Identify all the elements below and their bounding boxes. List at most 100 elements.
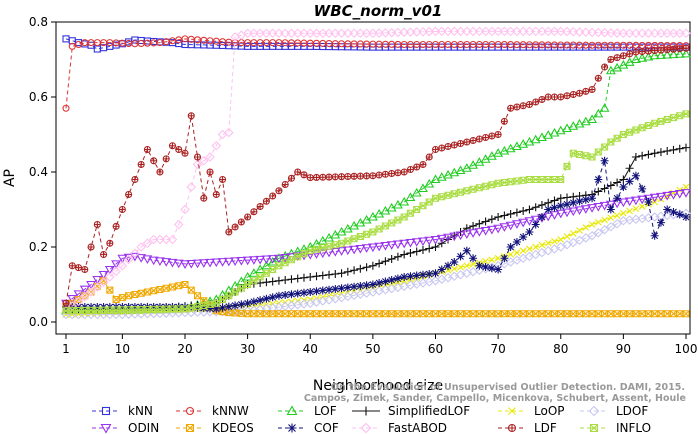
data-point — [518, 218, 529, 228]
data-point — [505, 26, 516, 37]
data-point — [537, 201, 546, 209]
data-point — [482, 134, 490, 141]
data-point — [413, 205, 421, 214]
legend-item-kdeos: KDEOS — [176, 421, 254, 434]
data-point — [400, 273, 409, 281]
data-point — [299, 28, 309, 39]
data-point — [230, 257, 241, 266]
data-point — [317, 28, 328, 39]
data-point — [224, 127, 234, 138]
data-point — [394, 169, 402, 177]
data-point — [306, 288, 315, 296]
data-point — [531, 203, 540, 212]
data-point — [549, 211, 560, 220]
data-point — [262, 294, 271, 303]
data-point — [462, 246, 471, 255]
data-point — [507, 251, 515, 258]
data-point — [668, 49, 679, 59]
data-point — [550, 93, 559, 101]
data-point — [550, 175, 559, 184]
data-point — [524, 217, 535, 226]
data-point — [499, 145, 510, 155]
data-point — [161, 234, 171, 245]
data-point — [206, 168, 214, 176]
data-point — [306, 174, 314, 182]
data-point — [319, 244, 327, 252]
data-point — [256, 273, 264, 281]
data-point — [507, 104, 515, 112]
data-point — [92, 282, 103, 292]
data-point — [656, 28, 666, 39]
data-point — [519, 102, 527, 110]
data-point — [74, 264, 83, 272]
data-point — [193, 153, 202, 161]
data-point — [344, 173, 352, 180]
data-point — [104, 265, 115, 275]
data-point — [112, 295, 120, 304]
data-point — [406, 249, 415, 257]
data-point — [361, 244, 372, 253]
series-ldf — [62, 44, 690, 307]
data-point — [601, 63, 609, 71]
data-point — [174, 303, 183, 311]
data-point — [619, 52, 627, 60]
data-point — [150, 157, 158, 165]
data-point — [137, 289, 145, 297]
data-point — [325, 173, 333, 181]
data-point — [244, 280, 252, 289]
data-point — [275, 262, 283, 270]
data-point — [656, 148, 665, 157]
data-point — [443, 26, 453, 37]
data-point — [430, 26, 441, 37]
data-point — [449, 26, 460, 37]
data-point — [125, 191, 133, 198]
data-point — [625, 164, 634, 173]
data-point — [74, 303, 83, 311]
data-point — [350, 172, 358, 180]
data-point — [162, 155, 170, 163]
data-point — [343, 267, 352, 276]
data-point — [662, 49, 673, 59]
data-point — [525, 205, 534, 214]
data-point — [524, 26, 535, 37]
credit-line-1: On the Evaluation of Unsupervised Outlie… — [331, 382, 685, 393]
data-point — [225, 228, 233, 236]
data-point — [493, 26, 503, 37]
data-point — [599, 224, 610, 235]
data-point — [299, 288, 308, 297]
data-point — [318, 271, 327, 280]
data-point — [630, 196, 641, 206]
data-point — [624, 57, 635, 66]
data-point — [613, 134, 621, 142]
data-point — [644, 47, 652, 55]
data-point — [525, 101, 533, 108]
data-point — [73, 296, 84, 307]
legend-item-knn: kNN — [92, 404, 153, 418]
data-point — [575, 89, 584, 97]
data-point — [137, 161, 145, 168]
data-point — [187, 304, 195, 312]
data-point — [192, 159, 203, 170]
data-point — [249, 28, 259, 39]
data-point — [424, 236, 435, 246]
data-point — [280, 253, 291, 263]
data-point — [117, 254, 128, 264]
data-point — [582, 224, 590, 231]
data-point — [150, 287, 158, 295]
data-point — [430, 235, 441, 245]
data-point — [619, 209, 627, 217]
data-point — [562, 26, 572, 37]
data-point — [330, 247, 341, 257]
data-point — [649, 50, 660, 60]
data-point — [105, 272, 115, 282]
data-point — [587, 27, 597, 38]
data-point — [237, 284, 245, 292]
data-point — [576, 227, 583, 234]
data-point — [587, 204, 598, 213]
data-point — [244, 213, 252, 221]
data-point — [312, 287, 321, 296]
data-point — [518, 139, 529, 148]
data-point — [311, 28, 322, 39]
x-axis: 1 10 20 30 40 50 60 70 80 90 100 — [62, 334, 697, 356]
